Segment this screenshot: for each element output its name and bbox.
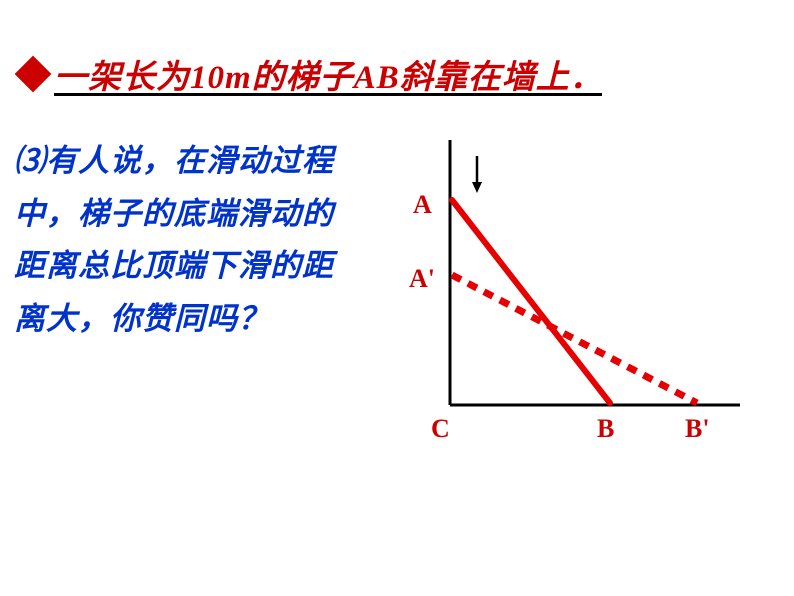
label-B-prime: B': [685, 414, 710, 444]
ladder-diagram: A A' C B B': [395, 130, 765, 450]
diamond-bullet: [15, 56, 52, 93]
label-B: B: [597, 414, 614, 444]
question-text: ⑶有人说，在滑动过程中，梯子的底端滑动的距离总比顶端下滑的距离大，你赞同吗？: [14, 135, 364, 346]
title-text: 一架长为10m的梯子AB斜靠在墙上．: [54, 50, 604, 98]
label-A: A: [413, 190, 432, 220]
diagram-svg: [395, 130, 765, 450]
title-underline: [54, 93, 602, 96]
slide-arrow-head: [472, 182, 482, 193]
title-row: 一架长为10m的梯子AB斜靠在墙上．: [20, 50, 604, 98]
ladder-AB: [452, 200, 610, 403]
ladder-ApBp: [452, 275, 697, 403]
label-C: C: [431, 414, 450, 444]
label-A-prime: A': [409, 264, 435, 294]
